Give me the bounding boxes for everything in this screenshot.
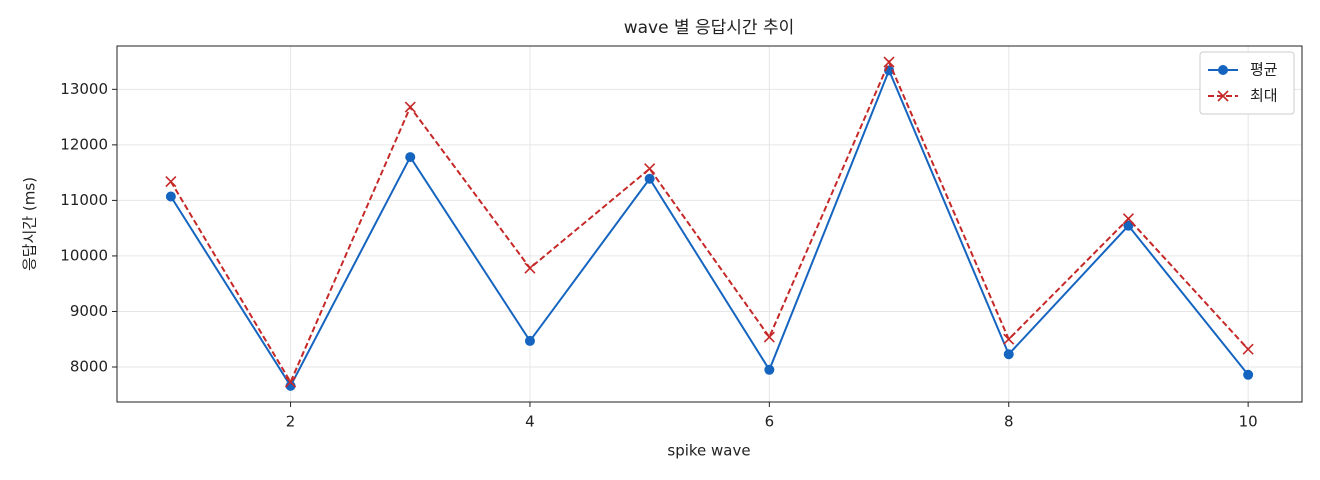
y-tick-label: 10000	[60, 246, 108, 264]
y-tick-label: 13000	[60, 80, 108, 98]
legend-label: 평균	[1250, 61, 1278, 79]
marker	[165, 191, 176, 202]
marker	[1243, 369, 1254, 380]
x-tick-label: 6	[765, 413, 775, 431]
y-axis-label: 응답시간 (ms)	[21, 177, 39, 271]
legend-label: 최대	[1250, 87, 1278, 105]
y-tick-label: 12000	[60, 135, 108, 153]
y-tick-label: 11000	[60, 191, 108, 209]
marker	[644, 173, 655, 184]
marker	[1123, 220, 1134, 231]
marker	[1003, 333, 1015, 345]
x-tick-label: 10	[1239, 413, 1258, 431]
marker	[763, 331, 775, 343]
marker	[284, 376, 297, 388]
marker	[764, 364, 775, 375]
marker	[1242, 343, 1254, 355]
marker	[644, 163, 656, 175]
marker	[883, 56, 895, 68]
marker	[524, 335, 535, 346]
marker	[1122, 213, 1135, 225]
y-tick-label: 8000	[70, 358, 108, 376]
y-tick-label: 9000	[70, 302, 108, 320]
plot-frame	[116, 45, 1303, 403]
legend-box	[1199, 51, 1295, 115]
marker	[165, 175, 177, 188]
x-tick-label: 4	[525, 413, 535, 431]
chart-title: wave 별 응답시간 추이	[624, 18, 795, 38]
x-tick-label: 2	[286, 413, 296, 431]
legend-marker	[1218, 65, 1228, 75]
legend-marker	[1217, 90, 1229, 102]
series-line	[170, 59, 1249, 385]
marker	[1003, 349, 1014, 360]
marker	[524, 262, 536, 274]
marker	[405, 152, 416, 163]
x-axis-label: spike wave	[667, 442, 750, 460]
marker	[404, 101, 416, 113]
series-line	[170, 67, 1249, 388]
x-tick-label: 8	[1004, 413, 1014, 431]
